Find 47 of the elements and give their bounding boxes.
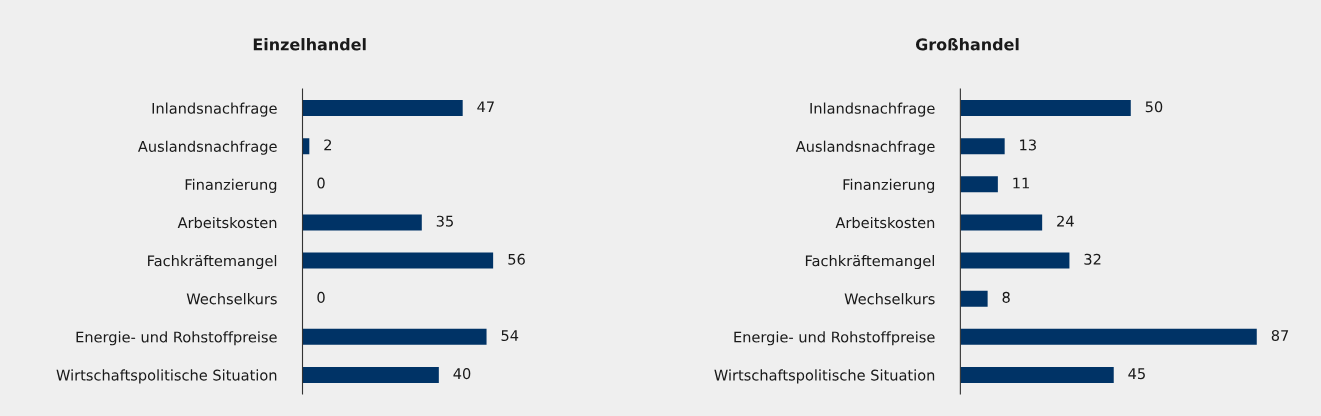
- data-label: 40: [453, 368, 471, 380]
- data-label: 35: [436, 215, 453, 227]
- y-tick-label: Wechselkurs: [186, 293, 277, 305]
- chart-title: Großhandel: [915, 38, 1019, 51]
- y-tick-label: Auslandsnachfrage: [137, 140, 277, 155]
- data-label: 24: [1057, 215, 1074, 227]
- bar: [302, 252, 494, 269]
- bar: [960, 252, 1070, 269]
- y-tick-label: Energie- und Rohstoffpreise: [76, 331, 277, 346]
- data-label: 2: [324, 139, 332, 151]
- bar: [302, 100, 463, 117]
- bar: [302, 214, 422, 231]
- y-tick-label: Auslandsnachfrage: [795, 140, 935, 155]
- data-label: 54: [501, 330, 519, 342]
- data-label: 13: [1020, 139, 1036, 151]
- y-tick-label: Fachkräftemangel: [805, 255, 934, 270]
- data-label: 11: [1013, 177, 1029, 189]
- bar: [960, 176, 998, 193]
- y-tick-label: Fachkräftemangel: [148, 255, 277, 270]
- bar: [960, 138, 1005, 155]
- bar: [960, 100, 1131, 117]
- data-label: 56: [508, 253, 525, 265]
- y-tick-label: Wechselkurs: [844, 293, 935, 305]
- data-label: 8: [1002, 291, 1010, 303]
- data-label: 47: [477, 101, 494, 113]
- y-tick-label: Inlandsnachfrage: [810, 102, 935, 117]
- data-label: 87: [1271, 329, 1289, 342]
- chart-title: Einzelhandel: [253, 38, 366, 51]
- y-tick-label: Energie- und Rohstoffpreise: [734, 331, 935, 346]
- y-tick-label: Finanzierung: [185, 178, 277, 193]
- y-tick-label: Arbeitskosten: [835, 216, 935, 229]
- bar: [302, 328, 487, 345]
- bar: [960, 366, 1114, 383]
- bar: [960, 214, 1043, 231]
- y-tick-label: Wirtschaftspolitische Situation: [56, 369, 277, 384]
- bar: [960, 290, 988, 307]
- data-label: 50: [1145, 101, 1163, 113]
- bar: [960, 328, 1257, 345]
- y-tick-label: Inlandsnachfrage: [152, 102, 277, 117]
- data-label: 0: [317, 291, 325, 303]
- data-label: 45: [1128, 368, 1145, 380]
- bar: [302, 366, 439, 383]
- data-label: 0: [317, 177, 325, 189]
- y-tick-label: Arbeitskosten: [177, 216, 277, 229]
- y-tick-label: Wirtschaftspolitische Situation: [714, 369, 935, 384]
- data-label: 32: [1084, 253, 1101, 265]
- y-tick-label: Finanzierung: [843, 178, 935, 193]
